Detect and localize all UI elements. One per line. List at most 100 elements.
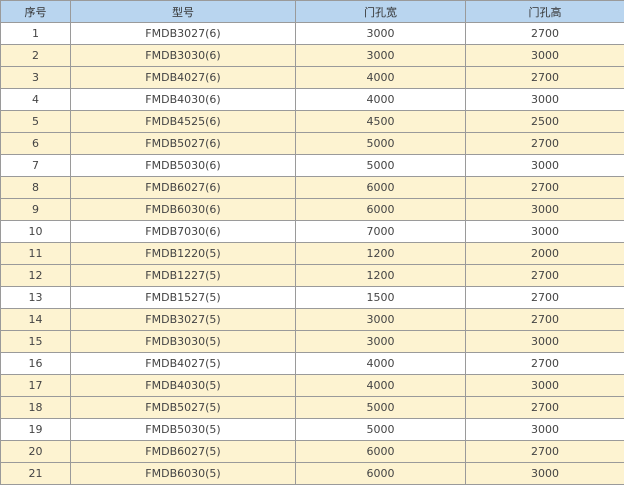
cell-model: FMDB5030(6) bbox=[71, 155, 296, 177]
header-row: 序号 型号 门孔宽 门孔高 bbox=[1, 1, 624, 23]
cell-width: 1200 bbox=[296, 265, 466, 287]
cell-model: FMDB4030(5) bbox=[71, 375, 296, 397]
cell-model: FMDB1227(5) bbox=[71, 265, 296, 287]
cell-width: 3000 bbox=[296, 45, 466, 67]
cell-width: 1200 bbox=[296, 243, 466, 265]
cell-width: 5000 bbox=[296, 397, 466, 419]
cell-width: 3000 bbox=[296, 23, 466, 45]
cell-height: 2700 bbox=[466, 67, 624, 89]
cell-height: 2700 bbox=[466, 23, 624, 45]
cell-model: FMDB4525(6) bbox=[71, 111, 296, 133]
cell-index: 18 bbox=[1, 397, 71, 419]
cell-index: 9 bbox=[1, 199, 71, 221]
cell-model: FMDB7030(6) bbox=[71, 221, 296, 243]
header-height: 门孔高 bbox=[466, 1, 624, 23]
cell-height: 2700 bbox=[466, 397, 624, 419]
cell-height: 3000 bbox=[466, 221, 624, 243]
cell-model: FMDB3027(6) bbox=[71, 23, 296, 45]
cell-index: 17 bbox=[1, 375, 71, 397]
cell-index: 4 bbox=[1, 89, 71, 111]
cell-model: FMDB5027(5) bbox=[71, 397, 296, 419]
cell-width: 3000 bbox=[296, 331, 466, 353]
header-model: 型号 bbox=[71, 1, 296, 23]
cell-index: 10 bbox=[1, 221, 71, 243]
cell-width: 6000 bbox=[296, 199, 466, 221]
cell-height: 3000 bbox=[466, 419, 624, 441]
cell-model: FMDB4027(5) bbox=[71, 353, 296, 375]
cell-width: 6000 bbox=[296, 463, 466, 485]
cell-height: 3000 bbox=[466, 331, 624, 353]
cell-height: 3000 bbox=[466, 199, 624, 221]
cell-height: 3000 bbox=[466, 45, 624, 67]
cell-height: 2500 bbox=[466, 111, 624, 133]
cell-width: 1500 bbox=[296, 287, 466, 309]
cell-index: 3 bbox=[1, 67, 71, 89]
header-width: 门孔宽 bbox=[296, 1, 466, 23]
cell-width: 6000 bbox=[296, 441, 466, 463]
cell-index: 5 bbox=[1, 111, 71, 133]
cell-width: 4000 bbox=[296, 375, 466, 397]
cell-width: 7000 bbox=[296, 221, 466, 243]
cell-model: FMDB3030(5) bbox=[71, 331, 296, 353]
header-index: 序号 bbox=[1, 1, 71, 23]
cell-height: 3000 bbox=[466, 375, 624, 397]
cell-height: 2700 bbox=[466, 287, 624, 309]
cell-height: 2700 bbox=[466, 441, 624, 463]
cell-index: 14 bbox=[1, 309, 71, 331]
cell-height: 3000 bbox=[466, 155, 624, 177]
cell-index: 20 bbox=[1, 441, 71, 463]
cell-model: FMDB3027(5) bbox=[71, 309, 296, 331]
cell-index: 2 bbox=[1, 45, 71, 67]
cell-height: 2700 bbox=[466, 353, 624, 375]
cell-width: 4000 bbox=[296, 353, 466, 375]
cell-index: 12 bbox=[1, 265, 71, 287]
cell-index: 19 bbox=[1, 419, 71, 441]
cell-width: 4500 bbox=[296, 111, 466, 133]
cell-index: 11 bbox=[1, 243, 71, 265]
cell-index: 8 bbox=[1, 177, 71, 199]
cell-model: FMDB4027(6) bbox=[71, 67, 296, 89]
cell-model: FMDB1527(5) bbox=[71, 287, 296, 309]
cell-index: 15 bbox=[1, 331, 71, 353]
cell-model: FMDB3030(6) bbox=[71, 45, 296, 67]
cell-model: FMDB5030(5) bbox=[71, 419, 296, 441]
cell-height: 2000 bbox=[466, 243, 624, 265]
cell-height: 3000 bbox=[466, 463, 624, 485]
cell-index: 6 bbox=[1, 133, 71, 155]
cell-width: 3000 bbox=[296, 309, 466, 331]
cell-index: 7 bbox=[1, 155, 71, 177]
cell-model: FMDB6030(5) bbox=[71, 463, 296, 485]
cell-model: FMDB6030(6) bbox=[71, 199, 296, 221]
cell-width: 6000 bbox=[296, 177, 466, 199]
cell-height: 2700 bbox=[466, 265, 624, 287]
cell-model: FMDB1220(5) bbox=[71, 243, 296, 265]
cell-model: FMDB6027(6) bbox=[71, 177, 296, 199]
cell-index: 13 bbox=[1, 287, 71, 309]
cell-width: 4000 bbox=[296, 67, 466, 89]
cell-height: 2700 bbox=[466, 177, 624, 199]
cell-index: 1 bbox=[1, 23, 71, 45]
cell-index: 16 bbox=[1, 353, 71, 375]
